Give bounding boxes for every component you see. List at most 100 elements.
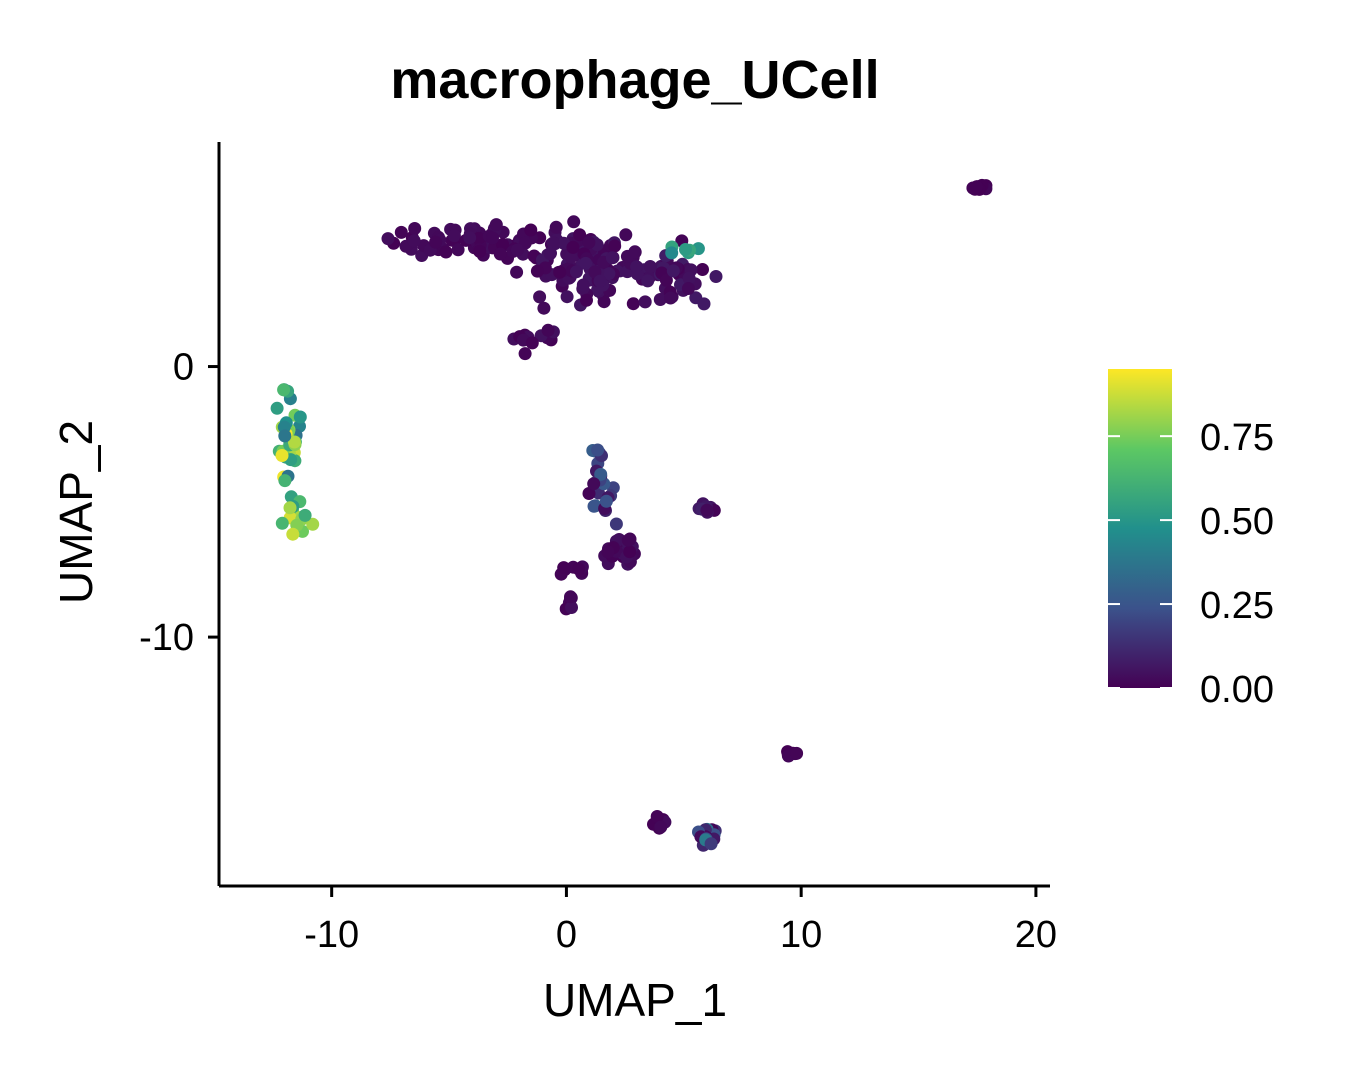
data-point: [429, 235, 443, 249]
data-point: [407, 234, 421, 248]
data-point: [605, 251, 619, 265]
data-point: [564, 590, 577, 604]
data-point: [524, 223, 538, 237]
data-point: [582, 235, 596, 249]
data-point: [593, 274, 607, 288]
data-point: [306, 517, 320, 531]
chart-title: macrophage_UCell: [390, 50, 879, 110]
data-point: [608, 239, 622, 253]
data-point: [541, 323, 555, 337]
data-point: [408, 222, 422, 235]
data-point: [525, 336, 539, 350]
x-tick-label: 20: [1015, 914, 1057, 956]
data-point: [510, 243, 524, 257]
data-point: [653, 293, 667, 306]
data-point: [599, 494, 613, 508]
data-point: [486, 231, 499, 245]
data-point: [473, 244, 487, 258]
data-point: [643, 260, 657, 273]
data-point: [560, 290, 574, 304]
data-point: [681, 282, 695, 295]
data-point: [621, 533, 635, 547]
y-axis-title: UMAP_2: [50, 420, 102, 604]
colorbar: [1108, 369, 1172, 688]
data-point: [666, 264, 680, 278]
x-tick-label: 0: [556, 914, 577, 956]
data-point: [790, 746, 804, 760]
data-point: [543, 247, 557, 261]
data-point: [518, 347, 532, 361]
data-point: [287, 435, 301, 449]
data-point: [546, 236, 560, 250]
data-point: [566, 240, 580, 254]
data-point: [623, 545, 637, 559]
data-point: [587, 499, 601, 513]
data-point: [489, 218, 503, 232]
data-point: [628, 245, 642, 259]
data-point: [682, 271, 696, 285]
data-point: [696, 263, 709, 276]
y-tick-label: 0: [173, 347, 194, 389]
data-point: [587, 477, 601, 491]
data-point: [602, 267, 616, 281]
data-point: [654, 820, 668, 834]
data-point: [293, 410, 307, 424]
data-point: [704, 837, 718, 851]
data-point: [463, 231, 477, 245]
data-point: [573, 228, 587, 242]
colorbar-tick-label: 0.00: [1200, 669, 1274, 711]
data-point: [572, 562, 586, 576]
data-point: [298, 508, 312, 522]
data-point: [638, 295, 652, 309]
colorbar-tick-label: 0.25: [1200, 585, 1274, 627]
data-point: [277, 383, 291, 397]
data-point: [969, 180, 983, 194]
data-point: [626, 297, 640, 311]
data-point: [594, 467, 608, 481]
data-point: [510, 265, 524, 279]
data-point: [650, 810, 664, 823]
data-point: [553, 265, 567, 279]
y-ticks: 0 -10: [139, 347, 219, 659]
data-point: [381, 232, 395, 246]
data-point: [659, 273, 673, 287]
data-point: [493, 247, 507, 261]
data-point: [591, 443, 605, 457]
data-point: [275, 449, 289, 462]
data-point: [665, 246, 679, 260]
data-point: [580, 293, 593, 307]
colorbar-tick-label: 0.75: [1200, 417, 1274, 459]
data-point: [709, 270, 723, 283]
data-point: [275, 516, 289, 530]
data-point: [565, 601, 578, 614]
data-point: [630, 260, 644, 274]
data-point: [576, 278, 590, 292]
colorbar-tick-label: 0.50: [1200, 501, 1274, 543]
data-point: [664, 291, 677, 305]
data-point: [697, 297, 711, 311]
data-point: [530, 264, 544, 278]
data-point: [278, 429, 292, 443]
data-point: [286, 527, 300, 541]
data-point: [641, 274, 655, 288]
data-point: [597, 295, 611, 309]
colorbar-ticks: 0.00 0.25 0.50 0.75: [1108, 417, 1274, 711]
data-point: [278, 474, 292, 488]
data-point: [679, 243, 692, 256]
data-point: [283, 501, 297, 515]
x-tick-label: -10: [304, 914, 359, 956]
data-point: [567, 215, 581, 229]
x-tick-label: 10: [780, 914, 822, 956]
data-point: [537, 301, 551, 315]
data-point: [609, 517, 623, 531]
data-point: [557, 561, 571, 575]
colorbar-legend: 0.00 0.25 0.50 0.75: [1108, 369, 1274, 711]
data-point: [700, 503, 714, 517]
data-point: [564, 250, 578, 264]
data-point: [270, 401, 284, 415]
points-layer: [270, 178, 993, 852]
data-point: [601, 545, 615, 559]
x-axis-title: UMAP_1: [543, 974, 727, 1026]
